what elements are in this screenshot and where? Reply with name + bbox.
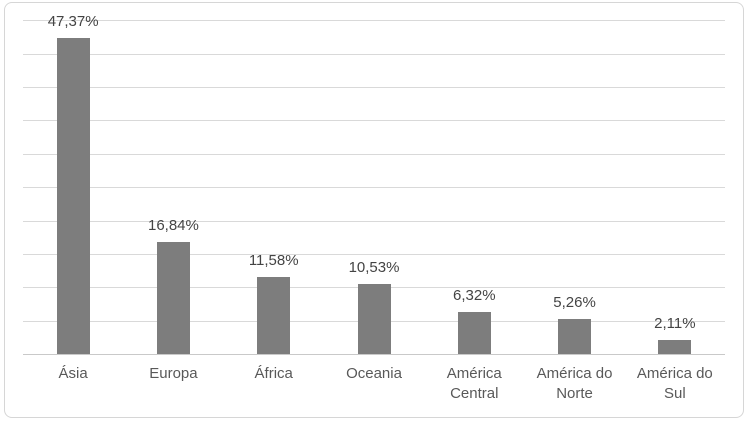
category-label-asia: Ásia: [58, 365, 88, 382]
bar-europa: [156, 241, 190, 354]
bar-africa: [257, 276, 291, 354]
data-label-africa: 11,58%: [248, 251, 299, 269]
data-label-america-do-sul: 2,11%: [654, 314, 696, 332]
gridline: [23, 153, 725, 155]
data-label-oceania: 10,53%: [348, 258, 400, 276]
bar-oceania: [357, 283, 391, 354]
gridline: [23, 87, 725, 89]
data-label-america-do-norte: 5,26%: [553, 293, 596, 311]
category-label-america-do-norte: América do Norte: [536, 365, 613, 402]
gridline: [23, 187, 725, 189]
category-label-europa: Europa: [149, 365, 198, 382]
bar-asia: [56, 37, 90, 354]
data-label-europa: 16,84%: [147, 216, 199, 234]
data-label-america-central: 6,32%: [453, 286, 496, 304]
category-label-oceania: Oceania: [346, 365, 402, 382]
gridline: [23, 120, 725, 122]
bar-america-do-sul: [658, 339, 692, 354]
category-axis-line: [23, 354, 725, 355]
data-label-asia: 47,37%: [47, 12, 99, 30]
category-label-africa: África: [254, 365, 293, 382]
gridline: [23, 53, 725, 55]
bar-america-do-norte: [558, 318, 592, 354]
category-label-america-do-sul: América do Sul: [636, 365, 713, 402]
bar-america-central: [457, 311, 491, 354]
gridline: [23, 220, 725, 222]
gridline: [23, 253, 725, 255]
gridline: [23, 20, 725, 22]
category-label-america-central: América Central: [446, 365, 502, 402]
